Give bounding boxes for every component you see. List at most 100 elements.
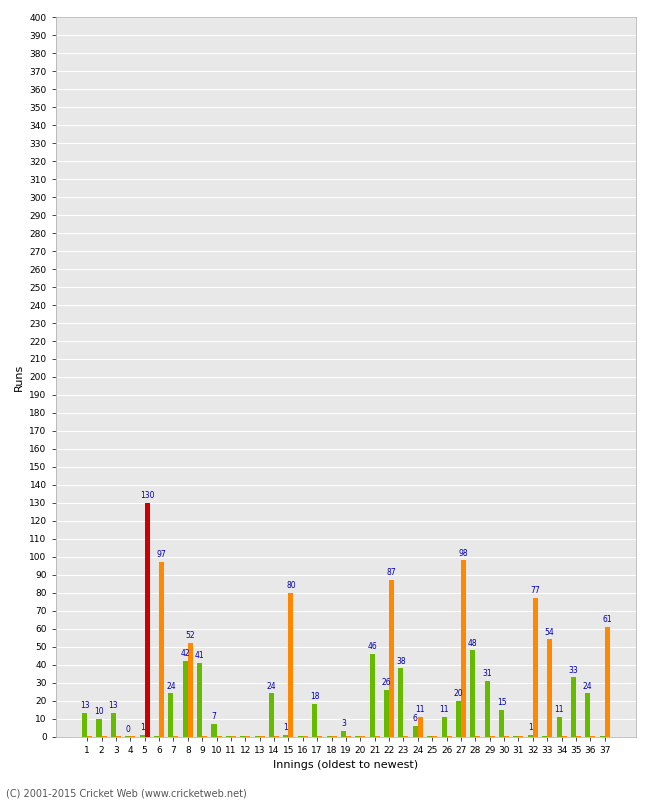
Bar bbox=[418, 717, 423, 737]
Bar bbox=[398, 668, 404, 737]
Text: 1: 1 bbox=[528, 723, 532, 732]
Bar bbox=[174, 736, 179, 737]
Bar bbox=[604, 627, 610, 737]
Text: 13: 13 bbox=[80, 702, 90, 710]
Bar bbox=[533, 598, 538, 737]
Bar bbox=[82, 713, 87, 737]
Bar bbox=[259, 736, 265, 737]
Bar bbox=[447, 736, 452, 737]
Bar bbox=[168, 694, 174, 737]
Bar bbox=[542, 736, 547, 737]
Text: 61: 61 bbox=[603, 615, 612, 624]
Bar bbox=[269, 694, 274, 737]
Text: 24: 24 bbox=[266, 682, 276, 690]
Bar bbox=[274, 736, 279, 737]
Bar bbox=[600, 736, 604, 737]
Text: 1: 1 bbox=[140, 723, 144, 732]
Text: 6: 6 bbox=[413, 714, 418, 723]
Bar bbox=[125, 736, 130, 737]
Bar bbox=[111, 713, 116, 737]
Text: 10: 10 bbox=[94, 707, 104, 716]
Bar bbox=[183, 661, 188, 737]
Text: 20: 20 bbox=[454, 689, 463, 698]
Text: 42: 42 bbox=[181, 650, 190, 658]
Bar bbox=[245, 736, 250, 737]
Bar bbox=[317, 736, 322, 737]
Text: 31: 31 bbox=[482, 669, 492, 678]
Bar bbox=[590, 736, 595, 737]
Text: 48: 48 bbox=[468, 638, 478, 647]
Bar bbox=[571, 677, 576, 737]
Bar bbox=[556, 717, 562, 737]
Text: 7: 7 bbox=[211, 712, 216, 722]
Bar bbox=[456, 701, 461, 737]
Bar bbox=[116, 736, 121, 737]
Text: 46: 46 bbox=[367, 642, 377, 651]
Bar bbox=[562, 736, 567, 737]
Bar bbox=[514, 736, 519, 737]
Bar bbox=[576, 736, 581, 737]
Text: 33: 33 bbox=[569, 666, 578, 674]
X-axis label: Innings (oldest to newest): Innings (oldest to newest) bbox=[274, 760, 419, 770]
Bar bbox=[197, 663, 202, 737]
Text: 80: 80 bbox=[286, 581, 296, 590]
Bar bbox=[528, 734, 533, 737]
Bar bbox=[441, 717, 447, 737]
Bar bbox=[87, 736, 92, 737]
Bar bbox=[489, 736, 495, 737]
Text: 38: 38 bbox=[396, 657, 406, 666]
Bar bbox=[303, 736, 308, 737]
Text: 52: 52 bbox=[185, 631, 195, 640]
Bar bbox=[332, 736, 337, 737]
Bar bbox=[140, 734, 145, 737]
Text: 13: 13 bbox=[109, 702, 118, 710]
Bar bbox=[585, 694, 590, 737]
Bar bbox=[101, 736, 107, 737]
Text: 0: 0 bbox=[125, 725, 130, 734]
Bar bbox=[389, 580, 394, 737]
Bar bbox=[471, 650, 475, 737]
Bar bbox=[519, 736, 523, 737]
Bar bbox=[427, 736, 432, 737]
Bar bbox=[475, 736, 480, 737]
Bar bbox=[289, 593, 293, 737]
Bar bbox=[461, 560, 466, 737]
Bar bbox=[211, 724, 216, 737]
Bar bbox=[298, 736, 303, 737]
Bar bbox=[326, 736, 332, 737]
Bar bbox=[130, 736, 135, 737]
Bar bbox=[547, 639, 552, 737]
Text: 11: 11 bbox=[439, 705, 448, 714]
Text: 11: 11 bbox=[415, 705, 425, 714]
Bar bbox=[231, 736, 236, 737]
Bar bbox=[159, 562, 164, 737]
Text: 3: 3 bbox=[341, 719, 346, 729]
Text: 11: 11 bbox=[554, 705, 564, 714]
Text: 18: 18 bbox=[310, 693, 319, 702]
Text: 98: 98 bbox=[459, 549, 468, 558]
Text: 41: 41 bbox=[195, 651, 205, 660]
Text: 87: 87 bbox=[387, 569, 396, 578]
Text: 15: 15 bbox=[497, 698, 506, 707]
Bar bbox=[154, 736, 159, 737]
Bar bbox=[226, 736, 231, 737]
Bar bbox=[312, 704, 317, 737]
Text: 24: 24 bbox=[166, 682, 176, 690]
Bar bbox=[413, 726, 418, 737]
Bar bbox=[504, 736, 509, 737]
Bar bbox=[404, 736, 408, 737]
Bar bbox=[216, 736, 222, 737]
Bar bbox=[370, 654, 374, 737]
Text: 77: 77 bbox=[530, 586, 540, 595]
Text: 130: 130 bbox=[140, 491, 155, 500]
Bar bbox=[374, 736, 380, 737]
Y-axis label: Runs: Runs bbox=[14, 363, 24, 390]
Text: 26: 26 bbox=[382, 678, 391, 687]
Bar bbox=[202, 736, 207, 737]
Bar bbox=[346, 736, 351, 737]
Bar bbox=[356, 736, 360, 737]
Bar bbox=[499, 710, 504, 737]
Bar bbox=[255, 736, 259, 737]
Text: 54: 54 bbox=[545, 628, 554, 637]
Bar bbox=[485, 681, 489, 737]
